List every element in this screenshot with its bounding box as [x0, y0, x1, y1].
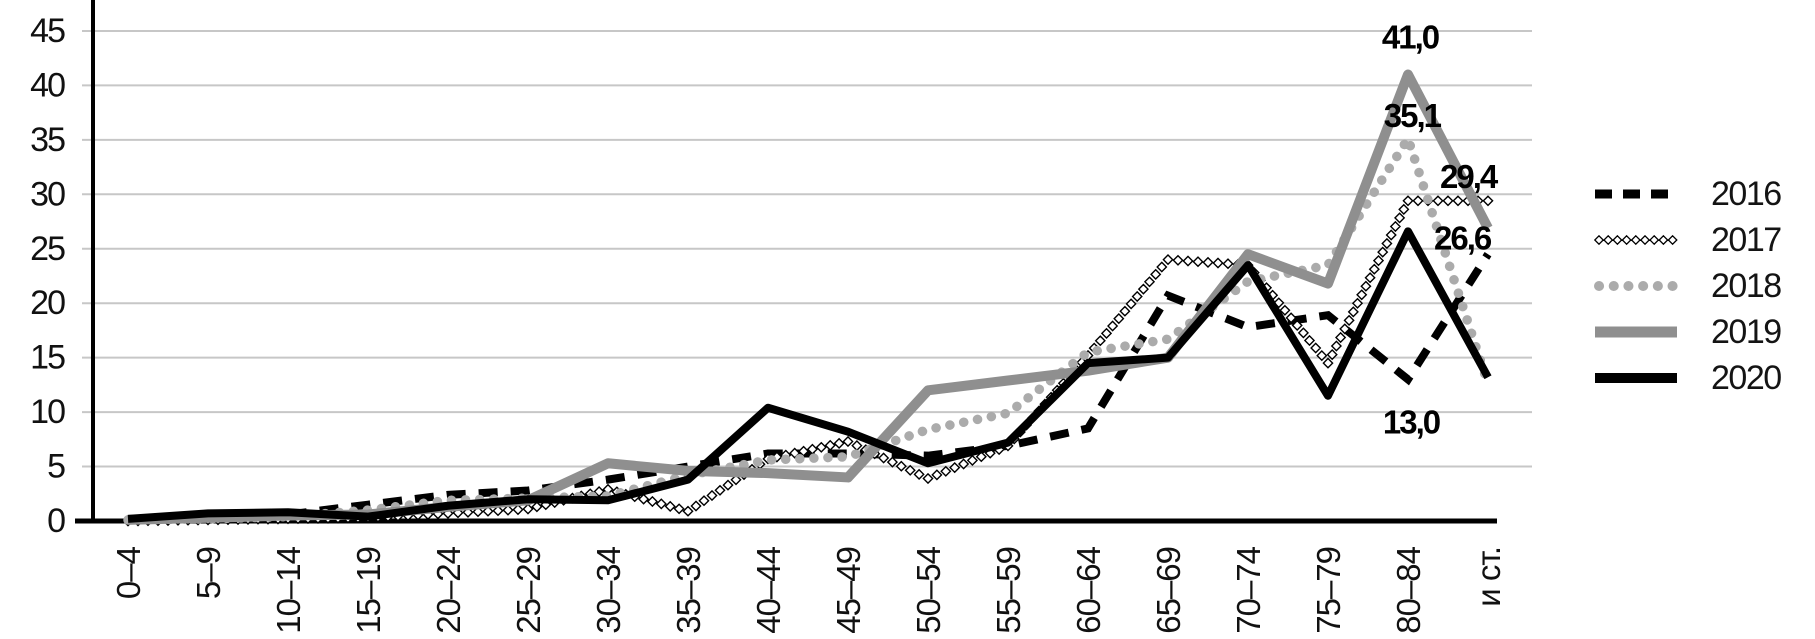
legend-swatch-dashed	[1595, 189, 1677, 199]
x-tick-label: и ст.	[1470, 547, 1507, 607]
legend-label: 2020	[1711, 359, 1782, 397]
x-tick-label: 20–24	[430, 546, 467, 633]
x-tick-label: 0–4	[110, 546, 147, 599]
legend-swatch-dotted	[1594, 281, 1679, 291]
data-label: 41,0	[1382, 19, 1439, 56]
x-tick-label: 5–9	[190, 547, 227, 599]
y-tick-label: 30	[30, 175, 65, 213]
x-tick-label: 40–44	[750, 546, 787, 633]
x-tick-label: 60–64	[1070, 546, 1107, 633]
legend-item-2019: 2019	[1593, 309, 1782, 355]
x-tick-label: 35–39	[670, 547, 707, 634]
y-tick-label: 20	[30, 284, 65, 322]
chart-legend: 2016 2017 2018 2019 2020	[1593, 171, 1782, 401]
axes	[75, 0, 1497, 524]
y-tick-label: 0	[47, 502, 65, 540]
data-label: 26,6	[1434, 219, 1492, 256]
legend-swatch-black-line	[1595, 373, 1677, 383]
x-tick-label: 45–49	[830, 547, 867, 634]
legend-swatch-gray-line	[1595, 326, 1677, 338]
legend-swatch-diamond	[1593, 234, 1678, 246]
y-tick-label: 10	[30, 393, 65, 431]
data-label: 35,1	[1384, 97, 1442, 134]
y-tick-label: 15	[30, 339, 65, 377]
legend-label: 2017	[1711, 221, 1782, 259]
x-tick-label: 75–79	[1310, 547, 1347, 634]
x-tick-label: 50–54	[910, 546, 947, 633]
legend-label: 2019	[1711, 313, 1782, 351]
legend-item-2018: 2018	[1593, 263, 1782, 309]
y-axis-labels: 0 5 10 15 20 25 30 35 40 45	[30, 12, 67, 540]
x-tick-label: 10–14	[270, 546, 307, 633]
x-tick-label: 25–29	[510, 547, 547, 634]
legend-label: 2016	[1711, 175, 1782, 213]
x-tick-label: 65–69	[1150, 547, 1187, 634]
series-line-2016	[127, 252, 1492, 524]
y-tick-label: 35	[30, 121, 65, 159]
data-label: 13,0	[1383, 403, 1440, 440]
x-tick-label: 55–59	[990, 547, 1027, 634]
gridlines	[82, 29, 1532, 468]
data-labels: 41,0 35,1 29,4 26,6 13,0	[1382, 19, 1501, 441]
legend-item-2016: 2016	[1593, 171, 1782, 217]
data-label: 29,4	[1440, 158, 1499, 195]
y-tick-label: 5	[47, 448, 65, 486]
x-tick-label: 70–74	[1230, 546, 1267, 633]
series-line-2020	[127, 227, 1492, 523]
legend-item-2020: 2020	[1593, 355, 1782, 401]
x-axis-labels: 0–4 5–9 10–14 15–19 20–24 25–29 30–34 35–39 40–4…	[110, 546, 1507, 633]
legend-label: 2018	[1711, 267, 1782, 305]
x-tick-label: 15–19	[350, 547, 387, 634]
x-tick-label: 80–84	[1390, 546, 1427, 633]
legend-item-2017: 2017	[1593, 217, 1782, 263]
y-tick-label: 40	[30, 66, 65, 104]
x-tick-label: 30–34	[590, 546, 627, 633]
y-tick-label: 25	[30, 230, 65, 268]
y-tick-label: 45	[30, 12, 65, 50]
